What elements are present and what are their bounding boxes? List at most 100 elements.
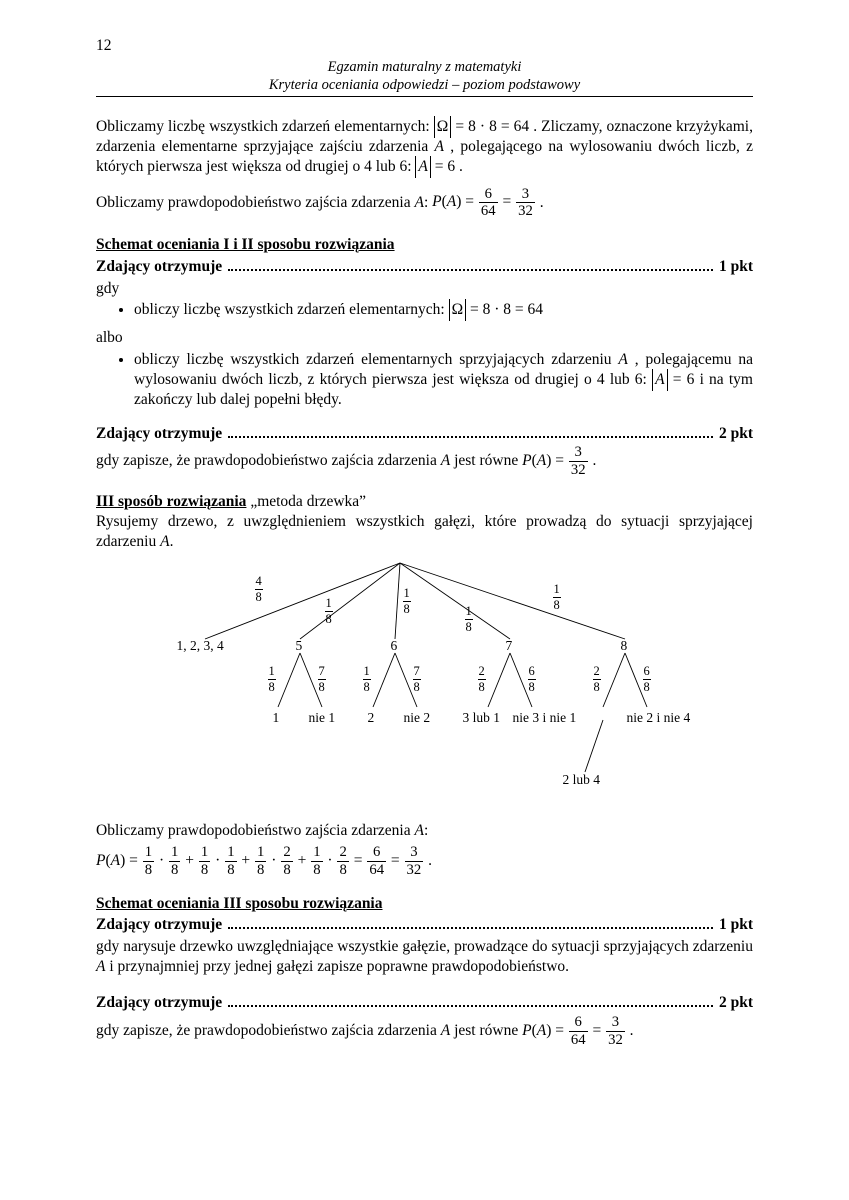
bullet2-ital-A: A: [618, 351, 627, 368]
method-3-heading: III sposób rozwiązania „metoda drzewka”: [96, 492, 753, 512]
tree-leaf: nie 1: [309, 709, 336, 726]
s3-2pkt-ital-A: A: [441, 1022, 450, 1039]
prob-dot: .: [540, 193, 544, 210]
edge-frac: 18: [363, 665, 371, 693]
bullet1-formula: Ω = 8 · 8 = 64: [449, 301, 543, 318]
s2-formula: P(A) = 332: [522, 452, 592, 469]
score-row-2pkt-b: Zdający otrzymuje 2 pkt: [96, 993, 753, 1013]
bullet-list-1: obliczy liczbę wszystkich zdarzeń elemen…: [96, 300, 753, 320]
method-3-title: III sposób rozwiązania: [96, 493, 246, 510]
probability-tree: 48 18 18 18 18 1, 2, 3, 4 5 6 7 8 18 78 …: [165, 557, 685, 817]
tree-leaf-extra: 2 lub 4: [563, 771, 601, 788]
s3-1pkt-a: gdy narysuje drzewko uwzględniające wszy…: [96, 938, 753, 955]
tree-leaf: 3 lub 1: [463, 709, 501, 726]
score-row-1pkt-a: Zdający otrzymuje 1 pkt: [96, 257, 753, 277]
edge-frac: 28: [478, 665, 486, 693]
header-line-1: Egzamin maturalny z matematyki: [96, 58, 753, 76]
A-count-formula: A = 6: [415, 158, 455, 175]
score-points: 1 pkt: [719, 257, 753, 277]
score-label: Zdający otrzymuje: [96, 915, 222, 935]
score-2pkt-text: gdy zapisze, że prawdopodobieństwo zajśc…: [96, 445, 753, 477]
s2-text-a: gdy zapisze, że prawdopodobieństwo zajśc…: [96, 452, 441, 469]
scoring-scheme-12-title: Schemat oceniania I i II sposobu rozwiąz…: [96, 235, 753, 255]
tree-calc-lead: Obliczamy prawdopodobieństwo zajścia zda…: [96, 821, 753, 841]
edge-frac: 78: [318, 665, 326, 693]
dotted-leader: [228, 269, 713, 271]
tree-calc-ital-A: A: [414, 822, 423, 839]
score-row-1pkt-b: Zdający otrzymuje 1 pkt: [96, 915, 753, 935]
tree-svg: [165, 557, 685, 817]
s3-1pkt-c: i przynajmniej przy jednej gałęzi zapisz…: [105, 958, 569, 975]
edge-frac: 18: [325, 597, 333, 625]
omega-count-formula: Ω = 8 · 8 = 64: [434, 118, 533, 135]
score-points: 1 pkt: [719, 915, 753, 935]
list-item: obliczy liczbę wszystkich zdarzeń elemen…: [134, 300, 753, 320]
tree-leaf: nie 2: [404, 709, 431, 726]
intro-text-e: .: [455, 158, 463, 175]
prob-text-c: :: [424, 193, 432, 210]
edge-frac: 28: [593, 665, 601, 693]
dotted-leader: [228, 1005, 713, 1007]
edge-frac: 18: [403, 587, 411, 615]
bullet-list-2: obliczy liczbę wszystkich zdarzeń elemen…: [96, 350, 753, 409]
score-points: 2 pkt: [719, 424, 753, 444]
exam-header: Egzamin maturalny z matematyki Kryteria …: [96, 58, 753, 94]
page: 12 Egzamin maturalny z matematyki Kryter…: [0, 0, 849, 1200]
page-number: 12: [96, 36, 753, 56]
header-rule: [96, 96, 753, 97]
edge-frac: 18: [268, 665, 276, 693]
tree-node: 1, 2, 3, 4: [177, 637, 224, 654]
tree-leaf: nie 3 i nie 1: [513, 709, 577, 726]
tree-leaf: nie 2 i nie 4: [627, 709, 691, 726]
tree-node: 5: [296, 637, 303, 654]
s3-2pkt-formula: P(A) = 664 = 332: [522, 1022, 630, 1039]
tree-calc-c: :: [424, 822, 428, 839]
scoring-scheme-3-title: Schemat oceniania III sposobu rozwiązani…: [96, 894, 753, 914]
edge-frac: 68: [528, 665, 536, 693]
bullet1-text: obliczy liczbę wszystkich zdarzeń elemen…: [134, 301, 449, 318]
edge-frac: 48: [255, 575, 263, 603]
tree-intro-c: .: [170, 533, 174, 550]
tree-node: 8: [621, 637, 628, 654]
bullet2-formula: A = 6: [652, 371, 694, 388]
dotted-leader: [228, 436, 713, 438]
edge-frac: 18: [553, 583, 561, 611]
prob-formula: P(A) = 664 = 332: [432, 193, 540, 210]
tree-calc-a: Obliczamy prawdopodobieństwo zajścia zda…: [96, 822, 414, 839]
tree-prob-formula: P(A) = 18 · 18 + 18 · 18 + 18 · 28 + 18 …: [96, 845, 753, 877]
score-label: Zdający otrzymuje: [96, 993, 222, 1013]
gdy-label: gdy: [96, 279, 753, 299]
tree-leaf: 1: [273, 709, 280, 726]
prob-text-a: Obliczamy prawdopodobieństwo zajścia zda…: [96, 193, 414, 210]
albo-label: albo: [96, 328, 753, 348]
list-item: obliczy liczbę wszystkich zdarzeń elemen…: [134, 350, 753, 409]
s3-2pkt-c: jest równe: [450, 1022, 522, 1039]
method-3-suffix: „metoda drzewka”: [246, 493, 366, 510]
bullet2-text-a: obliczy liczbę wszystkich zdarzeń elemen…: [134, 351, 618, 368]
tree-node: 7: [506, 637, 513, 654]
tree-intro-paragraph: Rysujemy drzewo, z uwzględnieniem wszyst…: [96, 512, 753, 552]
s2-text-c: jest równe: [450, 452, 522, 469]
prob-ital-A: A: [414, 193, 423, 210]
s3-2pkt-text: gdy zapisze, że prawdopodobieństwo zajśc…: [96, 1015, 753, 1047]
probability-line: Obliczamy prawdopodobieństwo zajścia zda…: [96, 187, 753, 219]
score-points: 2 pkt: [719, 993, 753, 1013]
intro-text-a: Obliczamy liczbę wszystkich zdarzeń elem…: [96, 118, 430, 135]
edge-frac: 68: [643, 665, 651, 693]
score-row-2pkt-a: Zdający otrzymuje 2 pkt: [96, 424, 753, 444]
header-line-2: Kryteria oceniania odpowiedzi – poziom p…: [96, 76, 753, 94]
edge-frac: 78: [413, 665, 421, 693]
tree-intro-a: Rysujemy drzewo, z uwzględnieniem wszyst…: [96, 513, 753, 550]
s3-2pkt-a: gdy zapisze, że prawdopodobieństwo zajśc…: [96, 1022, 441, 1039]
intro-paragraph: Obliczamy liczbę wszystkich zdarzeń elem…: [96, 117, 753, 176]
s3-1pkt-text: gdy narysuje drzewko uwzględniające wszy…: [96, 937, 753, 977]
intro-ital-A: A: [435, 138, 444, 155]
s2-ital-A: A: [441, 452, 450, 469]
tree-leaf: 2: [368, 709, 375, 726]
edge-frac: 18: [465, 605, 473, 633]
tree-intro-ital-A: A: [160, 533, 169, 550]
score-label: Zdający otrzymuje: [96, 424, 222, 444]
tree-node: 6: [391, 637, 398, 654]
score-label: Zdający otrzymuje: [96, 257, 222, 277]
dotted-leader: [228, 927, 713, 929]
